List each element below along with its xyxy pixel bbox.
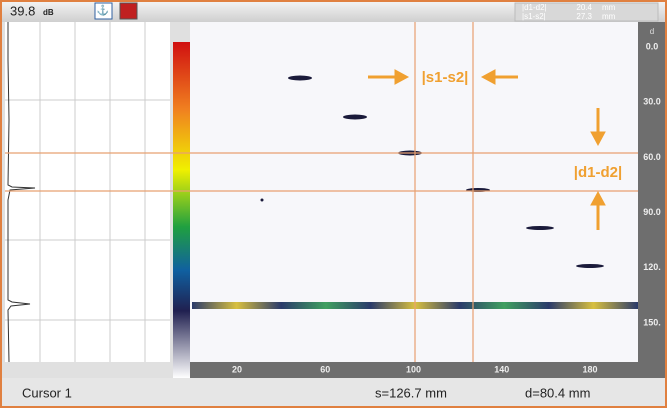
depth-tick-label: 120.: [643, 262, 661, 272]
readout-label: |d1-d2|: [522, 3, 547, 12]
scan-tick-label: 180: [582, 364, 597, 374]
scan-tick-label: 60: [320, 364, 330, 374]
depth-tick-label: 150.: [643, 317, 661, 327]
annotation: |s1-s2|: [422, 69, 469, 86]
d-readout: d=80.4 mm: [525, 385, 590, 400]
record-icon[interactable]: [120, 3, 137, 19]
bscan-image: [190, 22, 638, 362]
depth-tick-label: 30.0: [643, 97, 661, 107]
gain-unit: dB: [43, 8, 54, 17]
readout-unit: mm: [602, 12, 616, 21]
readout-label: |s1-s2|: [522, 12, 546, 21]
readout-value: 27.3: [576, 12, 592, 21]
scan-tick-label: 140: [494, 364, 509, 374]
readout-value: 20.4: [576, 3, 592, 12]
probe-glyph: ⚓: [97, 4, 109, 17]
depth-axis-label: d: [650, 27, 654, 36]
readout-unit: mm: [602, 3, 616, 12]
annotation: |d1-d2|: [574, 164, 622, 181]
s-readout: s=126.7 mm: [375, 385, 447, 400]
depth-tick-label: 60.0: [643, 152, 661, 162]
screen: 39.8 dB ⚓ |d1-d2| 20.4 mm |s1-s2| 27.3 mm |s1…: [0, 0, 667, 408]
cursor-name: Cursor 1: [22, 385, 72, 400]
scan-tick-label: 100: [406, 364, 421, 374]
scan-tick-label: 20: [232, 364, 242, 374]
depth-tick-label: 90.0: [643, 207, 661, 217]
depth-tick-label: 0.0: [646, 41, 659, 51]
gain: 39.8: [10, 3, 35, 18]
color-scale: [173, 42, 190, 378]
